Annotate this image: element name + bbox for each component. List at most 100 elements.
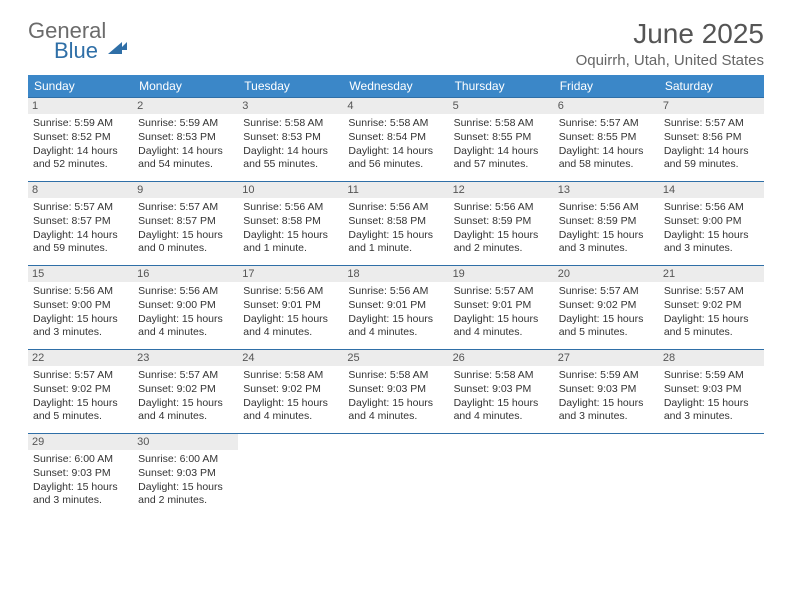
sunrise-line: Sunrise: 5:59 AM (33, 117, 128, 131)
day-cell: 4Sunrise: 5:58 AMSunset: 8:54 PMDaylight… (343, 98, 448, 182)
day-number: 24 (238, 350, 343, 366)
sunset-line: Sunset: 8:52 PM (33, 131, 128, 145)
logo: General Blue (28, 18, 127, 64)
sunrise-line: Sunrise: 5:58 AM (243, 117, 338, 131)
logo-triangle-icon (119, 25, 127, 50)
sunrise-line: Sunrise: 5:56 AM (348, 285, 443, 299)
daylight-line: Daylight: 15 hours and 3 minutes. (664, 229, 759, 256)
daylight-line: Daylight: 15 hours and 0 minutes. (138, 229, 233, 256)
sunset-line: Sunset: 9:03 PM (138, 467, 233, 481)
sunset-line: Sunset: 9:01 PM (454, 299, 549, 313)
day-cell: 3Sunrise: 5:58 AMSunset: 8:53 PMDaylight… (238, 98, 343, 182)
sunset-line: Sunset: 9:02 PM (243, 383, 338, 397)
day-number: 13 (554, 182, 659, 198)
header: General Blue June 2025 Oquirrh, Utah, Un… (28, 18, 764, 69)
day-number: 26 (449, 350, 554, 366)
sunrise-line: Sunrise: 5:57 AM (454, 285, 549, 299)
day-cell: 25Sunrise: 5:58 AMSunset: 9:03 PMDayligh… (343, 350, 448, 434)
logo-word2: Blue (54, 38, 98, 63)
sunset-line: Sunset: 8:53 PM (138, 131, 233, 145)
day-number: 6 (554, 98, 659, 114)
sunset-line: Sunset: 9:03 PM (664, 383, 759, 397)
day-cell: 1Sunrise: 5:59 AMSunset: 8:52 PMDaylight… (28, 98, 133, 182)
day-cell: 28Sunrise: 5:59 AMSunset: 9:03 PMDayligh… (659, 350, 764, 434)
day-number: 15 (28, 266, 133, 282)
week-row: 22Sunrise: 5:57 AMSunset: 9:02 PMDayligh… (28, 350, 764, 434)
day-number: 28 (659, 350, 764, 366)
day-cell: 30Sunrise: 6:00 AMSunset: 9:03 PMDayligh… (133, 434, 238, 518)
sunrise-line: Sunrise: 5:59 AM (138, 117, 233, 131)
sunrise-line: Sunrise: 5:56 AM (33, 285, 128, 299)
day-cell: 23Sunrise: 5:57 AMSunset: 9:02 PMDayligh… (133, 350, 238, 434)
sunset-line: Sunset: 9:01 PM (243, 299, 338, 313)
dow-header: Wednesday (343, 75, 448, 98)
day-cell: 16Sunrise: 5:56 AMSunset: 9:00 PMDayligh… (133, 266, 238, 350)
daylight-line: Daylight: 15 hours and 5 minutes. (559, 313, 654, 340)
day-cell (659, 434, 764, 518)
day-number: 27 (554, 350, 659, 366)
day-cell: 2 Sunrise: 5:59 AMSunset: 8:53 PMDaylight… (133, 98, 238, 182)
daylight-line: Daylight: 15 hours and 1 minute. (348, 229, 443, 256)
day-number: 17 (238, 266, 343, 282)
sunrise-line: Sunrise: 5:57 AM (33, 369, 128, 383)
day-cell: 9Sunrise: 5:57 AMSunset: 8:57 PMDaylight… (133, 182, 238, 266)
day-number: 30 (133, 434, 238, 450)
daylight-line: Daylight: 14 hours and 57 minutes. (454, 145, 549, 172)
sunrise-line: Sunrise: 5:56 AM (243, 201, 338, 215)
sunrise-line: Sunrise: 5:57 AM (559, 117, 654, 131)
calendar-table: Sunday Monday Tuesday Wednesday Thursday… (28, 75, 764, 517)
dow-header: Saturday (659, 75, 764, 98)
daylight-line: Daylight: 14 hours and 54 minutes. (138, 145, 233, 172)
sunrise-line: Sunrise: 5:56 AM (348, 201, 443, 215)
sunrise-line: Sunrise: 5:58 AM (243, 369, 338, 383)
day-number: 29 (28, 434, 133, 450)
sunrise-line: Sunrise: 5:58 AM (348, 369, 443, 383)
sunrise-line: Sunrise: 5:56 AM (454, 201, 549, 215)
sunrise-line: Sunrise: 5:57 AM (559, 285, 654, 299)
day-cell: 26Sunrise: 5:58 AMSunset: 9:03 PMDayligh… (449, 350, 554, 434)
day-cell: 11Sunrise: 5:56 AMSunset: 8:58 PMDayligh… (343, 182, 448, 266)
sunset-line: Sunset: 8:55 PM (559, 131, 654, 145)
daylight-line: Daylight: 14 hours and 58 minutes. (559, 145, 654, 172)
sunset-line: Sunset: 8:58 PM (348, 215, 443, 229)
sunrise-line: Sunrise: 5:56 AM (138, 285, 233, 299)
daylight-line: Daylight: 15 hours and 4 minutes. (454, 397, 549, 424)
page-title: June 2025 (576, 18, 764, 50)
day-cell: 18Sunrise: 5:56 AMSunset: 9:01 PMDayligh… (343, 266, 448, 350)
day-number: 18 (343, 266, 448, 282)
day-number: 19 (449, 266, 554, 282)
sunrise-line: Sunrise: 5:57 AM (138, 201, 233, 215)
day-cell: 12Sunrise: 5:56 AMSunset: 8:59 PMDayligh… (449, 182, 554, 266)
day-number: 3 (238, 98, 343, 114)
sunrise-line: Sunrise: 6:00 AM (33, 453, 128, 467)
day-number: 2 (133, 98, 238, 114)
daylight-line: Daylight: 15 hours and 4 minutes. (138, 313, 233, 340)
day-number: 25 (343, 350, 448, 366)
daylight-line: Daylight: 14 hours and 59 minutes. (664, 145, 759, 172)
sunrise-line: Sunrise: 5:57 AM (664, 117, 759, 131)
daylight-line: Daylight: 15 hours and 3 minutes. (33, 481, 128, 508)
dow-header-row: Sunday Monday Tuesday Wednesday Thursday… (28, 75, 764, 98)
day-number: 4 (343, 98, 448, 114)
sunset-line: Sunset: 8:55 PM (454, 131, 549, 145)
daylight-line: Daylight: 15 hours and 4 minutes. (348, 397, 443, 424)
daylight-line: Daylight: 14 hours and 59 minutes. (33, 229, 128, 256)
day-number: 5 (449, 98, 554, 114)
daylight-line: Daylight: 15 hours and 2 minutes. (454, 229, 549, 256)
day-cell (238, 434, 343, 518)
day-cell (554, 434, 659, 518)
sunset-line: Sunset: 9:00 PM (664, 215, 759, 229)
sunset-line: Sunset: 9:03 PM (33, 467, 128, 481)
sunset-line: Sunset: 8:59 PM (559, 215, 654, 229)
day-cell: 29 Sunrise: 6:00 AMSunset: 9:03 PMDayligh… (28, 434, 133, 518)
day-number: 9 (133, 182, 238, 198)
sunset-line: Sunset: 9:00 PM (138, 299, 233, 313)
daylight-line: Daylight: 14 hours and 52 minutes. (33, 145, 128, 172)
dow-header: Thursday (449, 75, 554, 98)
day-cell: 7Sunrise: 5:57 AMSunset: 8:56 PMDaylight… (659, 98, 764, 182)
daylight-line: Daylight: 15 hours and 2 minutes. (138, 481, 233, 508)
daylight-line: Daylight: 14 hours and 56 minutes. (348, 145, 443, 172)
day-cell: 24Sunrise: 5:58 AMSunset: 9:02 PMDayligh… (238, 350, 343, 434)
sunrise-line: Sunrise: 5:57 AM (138, 369, 233, 383)
dow-header: Sunday (28, 75, 133, 98)
